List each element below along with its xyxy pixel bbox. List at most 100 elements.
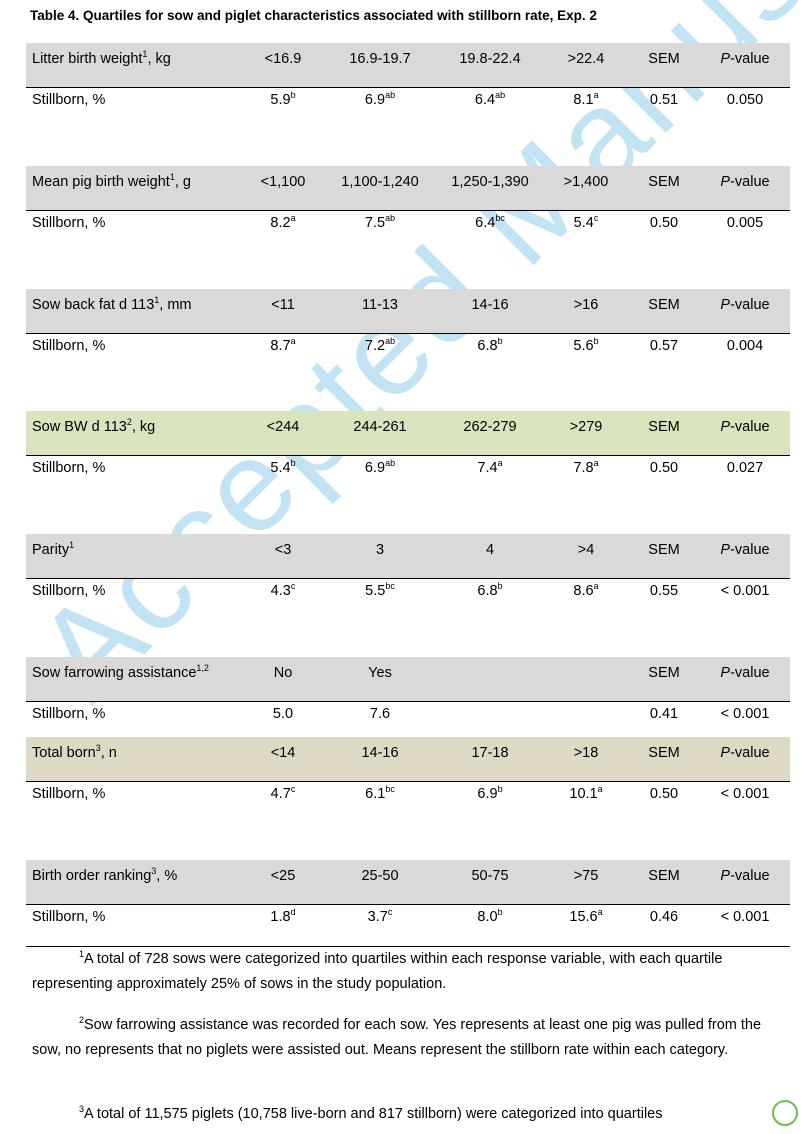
column-header: 25-50 [361,868,399,884]
value: 6.8 [477,583,498,599]
label-text: Litter birth weight [32,51,143,67]
header-band [26,534,790,579]
pvalue-header: P-value [720,297,769,313]
value-sup: c [290,784,296,794]
row-label: Stillborn, % [32,92,106,108]
label-sup: 3 [95,743,101,753]
pvalue-header: P-value [720,174,769,190]
value-sup: bc [495,213,505,223]
pvalue-italic: P [720,174,731,190]
label-text: Birth order ranking [32,868,152,884]
value: 1.8 [270,909,291,925]
value-cell: 5.9b [270,91,295,109]
value-cell: 6.4bc [475,213,505,232]
column-header: <244 [266,419,300,435]
value-cell: 3.7c [367,908,393,926]
label-text: Sow back fat d 113 [32,297,155,313]
footnote-text: A total of 728 sows were categorized int… [32,951,723,992]
row-header-label: Sow BW d 1132, kg [32,417,155,436]
pvalue-italic: P [720,297,731,313]
value: 6.9 [477,786,498,802]
p-value: < 0.001 [720,909,770,925]
value-sup: ab [385,336,396,346]
value-sup: c [290,581,296,591]
column-header: <16.9 [264,51,302,67]
row-label: Stillborn, % [32,786,106,802]
column-header: 11-13 [361,297,399,313]
label-unit: , n [100,745,117,761]
value-sup: a [597,784,603,794]
row-label: Stillborn, % [32,909,106,925]
footnote-sup: 3 [79,1104,85,1114]
column-header: 3 [375,542,385,558]
header-band [26,43,790,88]
sem-value: 0.41 [649,706,679,722]
value: 5.0 [272,706,294,722]
sem-header: SEM [648,868,680,884]
value-cell: 7.4a [477,459,502,477]
value-cell: 4.3c [271,581,296,600]
column-header: 1,250-1,390 [451,174,529,190]
value: 6.9 [364,92,386,108]
sem-header: SEM [648,542,680,558]
value-sup: b [290,458,296,468]
footnote-text: Sow farrowing assistance was recorded fo… [32,1017,762,1058]
footnote-sup: 2 [79,1015,85,1025]
header-band [26,289,790,334]
label-sup: 2 [126,417,132,427]
pvalue-italic: P [720,51,731,67]
row-label: Stillborn, % [32,706,106,722]
label-sup: 3 [151,866,157,876]
value: 10.1 [569,786,598,802]
footnote: 2Sow farrowing assistance was recorded f… [32,1013,780,1063]
value-cell: 10.1a [569,784,603,803]
value: 15.6 [569,909,598,925]
value-cell: 6.1bc [365,785,395,803]
pvalue-header: P-value [720,51,769,67]
value-cell: 5.0 [273,706,293,722]
value-sup: a [593,458,599,468]
value-cell: 7.5ab [365,214,395,232]
value: 7.6 [369,706,391,722]
value: 4.7 [270,786,291,802]
pvalue-italic: P [720,542,731,558]
footnote: 3A total of 11,575 piglets (10,758 live-… [32,1102,780,1127]
value-sup: b [497,784,503,794]
value-cell: 6.4ab [475,90,506,109]
value-cell: 8.0b [477,908,502,926]
pvalue-italic: P [720,665,731,681]
label-sup: 1,2 [196,663,209,673]
label-text: Sow BW d 113 [32,419,127,435]
column-header: <11 [271,297,295,313]
value: 6.1 [365,786,386,802]
row-label: Stillborn, % [32,215,106,231]
value-sup: a [593,581,599,591]
column-header: <1,100 [260,174,306,190]
column-header: 14-16 [361,745,399,761]
value: 5.5 [365,583,386,599]
label-sup: 1 [69,540,75,550]
sem-header: SEM [648,745,680,761]
p-value: < 0.001 [720,583,770,599]
value: 6.4 [475,215,496,231]
value: 3.7 [367,909,388,925]
value-sup: ab [495,90,506,100]
value-cell: 8.6a [573,581,599,600]
column-header: 17-18 [471,745,509,761]
row-header-label: Birth order ranking3, % [32,866,177,885]
column-header: 50-75 [471,868,509,884]
value-sup: a [593,90,599,100]
p-value: 0.027 [726,460,764,476]
value-sup: a [290,336,296,346]
row-label: Stillborn, % [32,583,106,599]
label-unit: , g [174,174,191,190]
pvalue-rest: -value [730,174,770,190]
value-cell: 4.7c [270,784,296,803]
p-value: 0.004 [726,338,764,354]
header-band [26,860,790,905]
value-sup: bc [385,581,395,591]
pvalue-rest: -value [730,745,770,761]
value-sup: b [497,336,503,346]
value-cell: 6.9b [477,784,503,803]
sem-value: 0.50 [649,460,679,476]
